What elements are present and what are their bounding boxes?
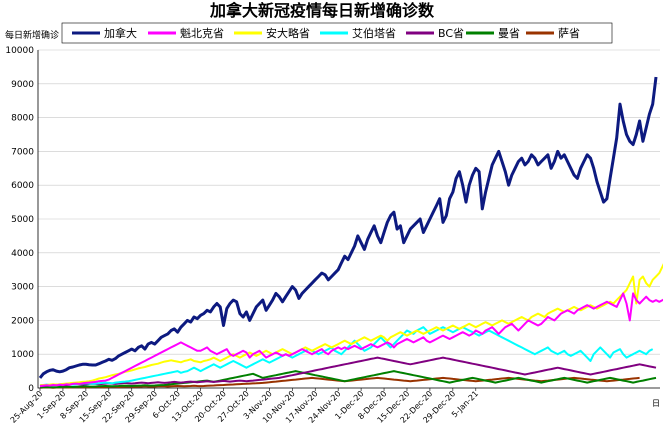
- x-axis: 25-Aug-201-Sep-208-Sep-2015-Sep-2022-Sep…: [9, 388, 480, 425]
- y-tick-label: 2000: [11, 316, 34, 326]
- legend: 加拿大 魁北克省 安大略省 艾伯塔省 BC省 曼省 萨省: [61, 22, 613, 44]
- legend-label: 魁北克省: [180, 26, 224, 40]
- y-tick-label: 8000: [11, 114, 34, 124]
- series-line-艾伯塔省: [39, 326, 654, 387]
- series-line-曼省: [39, 370, 657, 389]
- y-tick-label: 7000: [11, 147, 34, 157]
- legend-label: 萨省: [558, 27, 580, 40]
- y-tick-label: 3000: [11, 283, 34, 293]
- chart-title: 加拿大新冠疫情每日新增确诊数: [209, 1, 435, 20]
- y-axis: 0 1000 2000 3000 4000 5000 6000 7000 8000 9000 100…: [5, 46, 34, 394]
- legend-label: 曼省: [498, 27, 520, 40]
- x-axis-label: 日: [652, 399, 660, 408]
- series-line-魁北克省: [39, 292, 663, 387]
- legend-label: BC省: [438, 27, 464, 40]
- series-line-加拿大: [38, 76, 658, 379]
- y-tick-label: 9000: [11, 80, 34, 90]
- series-line-安大略省: [39, 263, 663, 387]
- y-tick-label: 10000: [5, 46, 34, 56]
- y-tick-label: 6000: [11, 181, 34, 191]
- legend-label: 艾伯塔省: [352, 26, 396, 40]
- legend-label: 加拿大: [104, 26, 137, 40]
- legend-label: 安大略省: [266, 26, 310, 40]
- grid: [37, 49, 660, 389]
- y-axis-label: 每日新增确诊: [5, 29, 59, 41]
- y-tick-label: 4000: [11, 249, 34, 259]
- plot-area: [38, 76, 663, 389]
- y-tick-label: 0: [28, 384, 34, 394]
- series-line-BC省: [39, 356, 657, 388]
- y-tick-label: 1000: [11, 350, 34, 360]
- y-tick-label: 5000: [11, 215, 34, 225]
